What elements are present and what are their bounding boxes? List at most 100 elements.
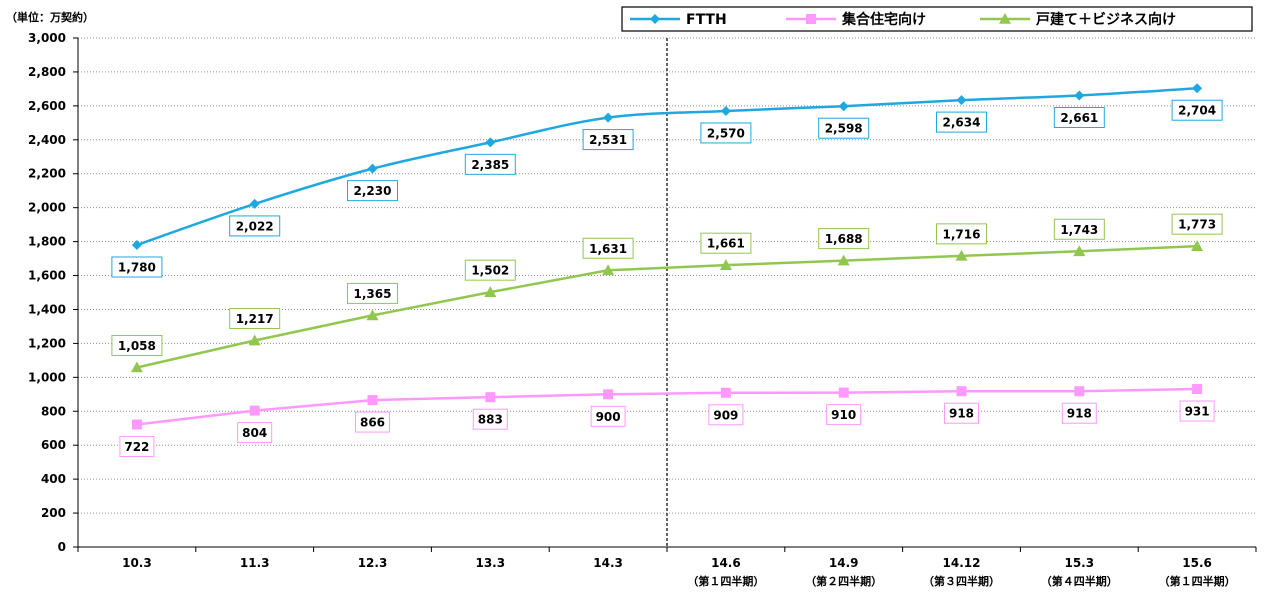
y-tick-label: 600 — [41, 438, 66, 452]
x-tick-sublabel: （第４四半期） — [1041, 574, 1118, 588]
data-label-ftth: 2,230 — [354, 184, 392, 198]
data-label-house-business: 1,716 — [943, 227, 981, 241]
data-point-apartment — [249, 405, 260, 416]
data-point-ftth — [1192, 83, 1203, 94]
data-label-box-ftth — [818, 117, 870, 139]
data-point-apartment — [603, 389, 614, 400]
data-label-box-house-business — [818, 228, 870, 250]
data-label-box-apartment — [472, 408, 508, 430]
data-point-house-business — [719, 259, 732, 270]
data-label-ftth: 1,780 — [118, 260, 156, 274]
legend-label-house-business: 戸建て＋ビジネス向け — [1036, 11, 1176, 28]
data-point-house-business — [366, 309, 379, 321]
data-label-box-apartment — [1179, 400, 1215, 422]
data-point-house-business — [248, 334, 261, 346]
data-point-apartment — [131, 419, 142, 430]
y-tick-label: 2,600 — [28, 99, 66, 113]
legend-label-ftth: FTTH — [686, 12, 727, 28]
data-label-box-house-business — [111, 334, 163, 356]
data-label-box-house-business — [1053, 218, 1105, 240]
data-point-house-business — [484, 286, 497, 297]
data-point-house-business — [130, 361, 143, 373]
data-label-house-business: 1,217 — [236, 312, 274, 326]
data-label-ftth: 2,022 — [236, 219, 274, 233]
x-tick-label: 12.3 — [358, 556, 388, 570]
data-label-house-business: 1,631 — [589, 242, 627, 256]
data-label-box-ftth — [347, 180, 398, 202]
data-label-apartment: 910 — [831, 408, 856, 422]
data-point-house-business — [1073, 245, 1086, 257]
data-point-house-business — [1191, 240, 1204, 251]
axis-layer: 0 200 400 600 800 1,000 1,200 1,400 1,600 1,800 2,… — [28, 31, 1257, 588]
data-point-apartment — [720, 387, 731, 398]
data-label-box-ftth — [464, 153, 516, 175]
series-line-ftth — [136, 86, 1198, 247]
data-label-box-apartment — [119, 436, 155, 458]
data-label-box-ftth — [111, 256, 163, 278]
x-tick-sublabel: （第１四半期） — [687, 574, 764, 588]
data-point-apartment — [367, 395, 378, 406]
data-point-ftth — [603, 112, 614, 123]
data-point-ftth — [249, 198, 260, 209]
data-label-ftth: 2,531 — [589, 133, 627, 147]
data-point-apartment — [838, 387, 849, 398]
y-tick-label: 2,400 — [28, 133, 66, 147]
data-label-box-house-business — [936, 223, 987, 245]
data-label-house-business: 1,743 — [1060, 223, 1098, 237]
x-tick-label: 13.3 — [475, 556, 505, 570]
data-label-box-apartment — [826, 404, 862, 426]
data-label-apartment: 918 — [949, 407, 974, 421]
y-tick-label: 2,800 — [28, 65, 66, 79]
y-tick-label: 3,000 — [28, 31, 66, 45]
data-point-apartment — [1074, 386, 1085, 397]
data-label-ftth: 2,634 — [943, 116, 981, 130]
x-tick-label: 14.6 — [711, 556, 741, 570]
data-point-ftth — [720, 105, 731, 116]
x-tick-sublabel: （第２四半期） — [805, 574, 882, 588]
data-label-apartment: 866 — [360, 416, 385, 430]
grid-layer — [78, 37, 1256, 514]
data-label-house-business: 1,773 — [1178, 218, 1216, 232]
data-label-ftth: 2,598 — [825, 122, 863, 136]
data-label-house-business: 1,058 — [118, 339, 156, 353]
data-point-ftth — [956, 95, 967, 106]
data-point-ftth — [485, 137, 496, 148]
data-label-apartment: 918 — [1067, 407, 1092, 421]
data-label-box-house-business — [229, 308, 281, 330]
data-label-box-house-business — [464, 259, 516, 281]
data-label-box-house-business — [582, 237, 634, 259]
data-label-box-house-business — [700, 232, 752, 254]
legend-marker-house-business — [999, 13, 1011, 24]
data-label-apartment: 722 — [124, 440, 149, 454]
legend: FTTH 集合住宅向け 戸建て＋ビジネス向け — [621, 6, 1253, 32]
x-tick-label: 10.3 — [122, 556, 152, 570]
y-tick-label: 1,400 — [28, 302, 66, 316]
data-label-box-ftth — [700, 122, 752, 144]
data-point-ftth — [131, 239, 142, 250]
x-tick-label: 14.12 — [943, 556, 981, 570]
x-tick-sublabel: （第３四半期） — [923, 574, 1000, 588]
data-label-box-ftth — [936, 111, 987, 133]
series-line-apartment — [136, 387, 1198, 426]
data-label-box-apartment — [237, 422, 273, 444]
data-point-ftth — [1074, 90, 1085, 101]
data-label-box-apartment — [708, 404, 744, 426]
y-tick-label: 800 — [41, 404, 66, 418]
data-label-apartment: 909 — [713, 408, 738, 422]
data-label-box-house-business — [1171, 213, 1223, 235]
series-layer — [130, 83, 1204, 430]
data-label-apartment: 804 — [242, 426, 267, 440]
data-label-box-apartment — [1061, 402, 1097, 424]
data-label-box-apartment — [944, 402, 979, 424]
data-label-ftth: 2,385 — [471, 158, 509, 172]
data-point-apartment — [956, 386, 967, 397]
data-label-house-business: 1,365 — [354, 287, 392, 301]
data-label-house-business: 1,661 — [707, 237, 745, 251]
y-tick-label: 1,800 — [28, 235, 66, 249]
data-label-layer: 1,780 2,022 2,230 2,385 2,531 2,570 2,598 2,634… — [111, 99, 1223, 458]
x-tick-label: 11.3 — [240, 556, 270, 570]
data-point-house-business — [837, 254, 850, 266]
y-tick-label: 2,200 — [28, 167, 66, 181]
y-tick-label: 200 — [41, 506, 66, 520]
